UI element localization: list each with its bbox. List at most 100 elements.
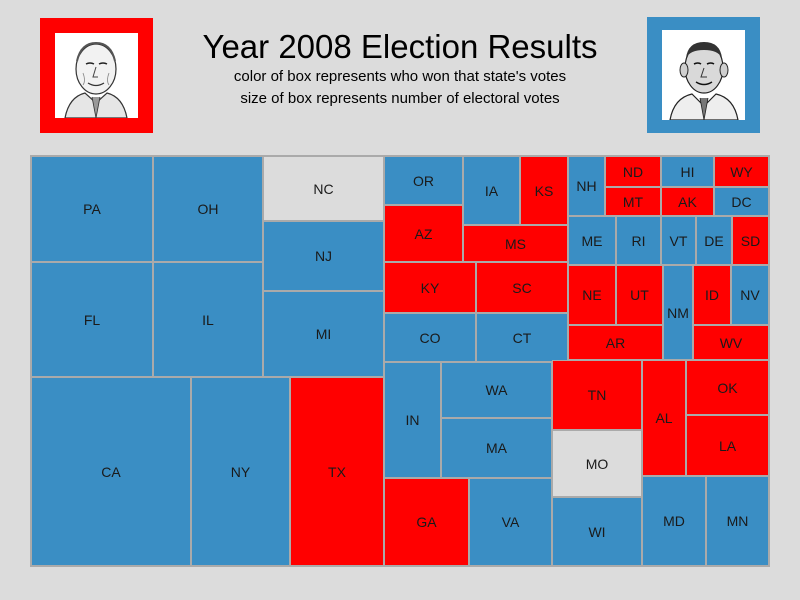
state-tile-ne: NE [568,265,616,325]
state-tile-co: CO [384,313,476,362]
subtitle-size-note: size of box represents number of elector… [240,90,560,107]
state-label: MA [486,440,507,456]
state-tile-de: DE [696,216,732,265]
state-tile-pa: PA [31,156,153,262]
state-tile-fl: FL [31,262,153,377]
state-label: WA [485,382,508,398]
state-label: IL [202,311,214,328]
state-label: CO [419,329,441,346]
state-label: CT [512,329,532,346]
state-tile-ok: OK [686,360,769,415]
state-tile-nh: NH [568,156,605,216]
state-tile-in: IN [384,362,441,478]
state-tile-ar: AR [568,325,663,360]
state-label: OH [197,201,219,217]
state-tile-il: IL [153,262,263,377]
state-tile-mt: MT [605,187,661,216]
state-label: NV [740,287,760,303]
state-tile-va: VA [469,478,552,566]
page-title: Year 2008 Election Results [202,28,598,65]
state-tile-wi: WI [552,497,642,566]
state-tile-sc: SC [476,262,568,313]
state-tile-mn: MN [706,476,769,566]
state-label: NJ [314,248,333,264]
state-tile-mo: MO [552,430,642,497]
state-label: CA [101,463,121,480]
state-label: AK [678,193,697,210]
left-candidate-portrait [40,18,153,133]
state-label: GA [416,514,437,530]
state-tile-nm: NM [663,265,693,360]
state-tile-ct: CT [476,313,568,362]
state-label: MD [663,513,685,529]
state-label: WV [719,334,743,351]
state-label: VT [669,232,688,249]
state-label: PA [83,201,101,217]
state-label: NY [230,463,251,480]
state-label: TN [587,387,607,403]
state-tile-oh: OH [153,156,263,262]
state-label: AR [605,334,626,351]
state-label: DE [704,232,724,249]
state-label: MN [726,513,749,529]
state-label: MO [585,455,609,472]
state-label: OR [413,172,434,189]
candidate-portrait-icon [662,30,745,120]
state-label: VA [501,514,520,530]
right-candidate-portrait [647,17,760,133]
state-tile-tn: TN [552,360,642,430]
state-label: IN [405,412,420,428]
state-label: SC [512,279,532,296]
candidate-portrait-icon [55,33,138,118]
state-tile-la: LA [686,415,769,476]
state-label: HI [680,163,695,180]
state-tile-ut: UT [616,265,663,325]
state-tile-ak: AK [661,187,714,216]
state-label: SD [740,232,761,249]
state-label: WY [730,163,753,180]
state-label: AL [655,410,673,426]
electoral-treemap: PA OH NC NJ FL IL MI CA NY TX OR IA KS AZ MS KY SC CO CT IN… [30,155,770,567]
state-label: NE [582,287,602,303]
state-tile-wa: WA [441,362,552,418]
state-label: LA [718,437,737,454]
state-label: ID [705,287,719,303]
state-label: WI [588,523,606,540]
state-label: UT [630,287,649,303]
state-tile-tx: TX [290,377,384,566]
state-tile-sd: SD [732,216,769,265]
state-label: AZ [414,225,433,242]
state-tile-ms: MS [463,225,568,262]
state-label: MT [622,193,644,210]
state-label: TX [328,463,346,480]
state-label: DC [731,193,752,210]
state-tile-ma: MA [441,418,552,478]
state-tile-ri: RI [616,216,661,265]
state-tile-id: ID [693,265,731,325]
state-tile-vt: VT [661,216,696,265]
state-tile-wy: WY [714,156,769,187]
state-tile-wv: WV [693,325,769,360]
state-label: MI [315,326,332,342]
state-tile-nv: NV [731,265,769,325]
state-label: FL [83,311,101,328]
state-label: MS [505,235,526,252]
state-tile-nc: NC [263,156,384,221]
state-label: NM [667,304,689,321]
state-tile-ga: GA [384,478,469,566]
state-tile-hi: HI [661,156,714,187]
state-label: NH [576,178,597,194]
state-tile-ks: KS [520,156,568,225]
state-tile-ca: CA [31,377,191,566]
state-label: OK [717,379,738,396]
state-tile-or: OR [384,156,463,205]
state-tile-ky: KY [384,262,476,313]
state-label: KS [534,182,554,199]
state-tile-al: AL [642,360,686,476]
state-label: ND [622,163,644,180]
state-tile-az: AZ [384,205,463,262]
state-tile-dc: DC [714,187,769,216]
state-label: NC [313,180,334,197]
state-label: ME [581,232,603,249]
state-label: RI [631,232,646,249]
